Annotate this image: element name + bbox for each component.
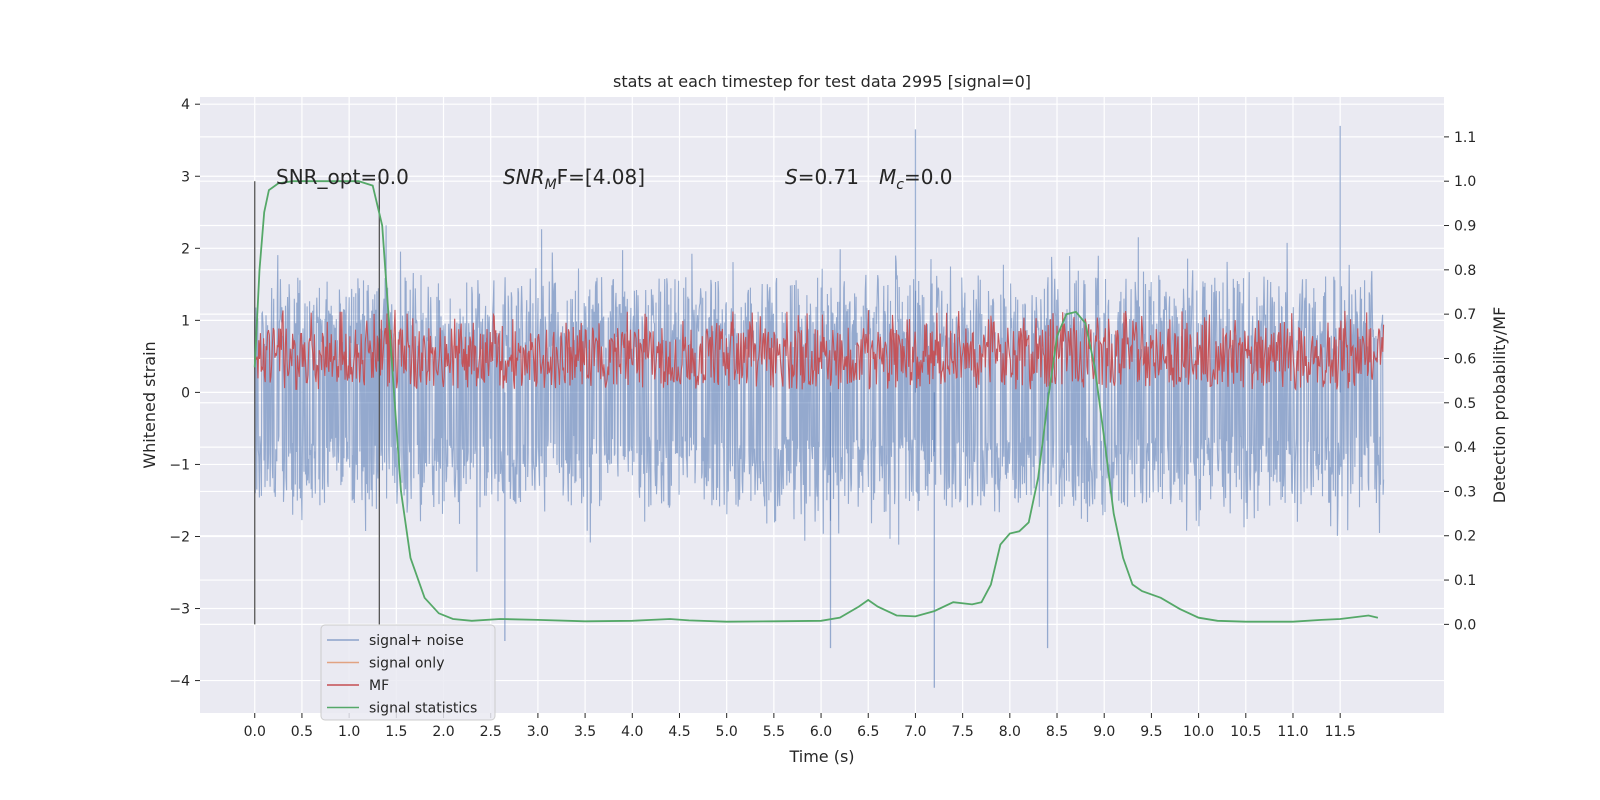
legend: signal+ noise signal only MF signal statist…	[320, 624, 496, 721]
x-tick-label: 0.5	[291, 724, 313, 740]
x-tick-label: 5.5	[763, 724, 785, 740]
legend-label: MF	[369, 678, 389, 694]
annotation-snr-mf-symbol: SNR	[503, 165, 545, 189]
x-tick-label: 2.5	[480, 724, 502, 740]
y2-tick-label: 0.5	[1454, 396, 1476, 412]
x-tick-label: 2.0	[432, 724, 454, 740]
y2-tick-label: 0.7	[1454, 307, 1476, 323]
y-tick-label: −1	[169, 457, 190, 473]
annotation-s: S=0.71	[785, 165, 859, 189]
x-tick-label: 1.5	[385, 724, 407, 740]
x-tick-label: 6.5	[857, 724, 879, 740]
y-tick-label: −4	[169, 674, 190, 690]
annotation-snr-mf: SNRMF=[4.08]	[503, 165, 645, 193]
signal-statistics-line	[253, 180, 1379, 623]
annotation-mc-subscript: c	[896, 177, 904, 193]
annotation-snr-opt: SNR_opt=0.0	[276, 165, 409, 189]
y-tick-label: 0	[181, 385, 190, 401]
legend-box	[320, 624, 496, 721]
legend-label: signal statistics	[369, 701, 477, 717]
y-axis-label: Whitened strain	[140, 341, 159, 468]
y-tick-label: −2	[169, 529, 190, 545]
y-ticks: −4 −3 −2 −1 0 1 2 3 4	[169, 97, 200, 690]
x-tick-label: 10.5	[1230, 724, 1261, 740]
x-tick-label: 11.5	[1325, 724, 1356, 740]
y2-tick-label: 0.9	[1454, 219, 1476, 235]
legend-label: signal only	[369, 656, 444, 672]
chart-title: stats at each timestep for test data 299…	[613, 72, 1031, 91]
annotation-snr-mf-value: F=[4.08]	[557, 165, 645, 189]
x-tick-label: 1.0	[338, 724, 360, 740]
x-tick-label: 3.5	[574, 724, 596, 740]
annotation-s-value: =0.71	[798, 165, 859, 189]
y-tick-label: 3	[181, 169, 190, 185]
x-tick-label: 8.5	[1046, 724, 1068, 740]
x-ticks: 0.0 0.5 1.0 1.5 2.0 2.5 3.0 3.5 4.0 4.5 5.0 5.5 6.0 6…	[244, 713, 1356, 740]
annotation-s-symbol: S	[785, 165, 798, 189]
x-tick-label: 4.5	[668, 724, 690, 740]
x-tick-label: 9.0	[1093, 724, 1115, 740]
x-tick-label: 7.0	[904, 724, 926, 740]
y2-tick-label: 0.4	[1454, 440, 1476, 456]
vertical-markers	[254, 181, 380, 625]
y2-tick-label: 1.0	[1454, 174, 1476, 190]
x-axis-label: Time (s)	[788, 747, 854, 766]
x-tick-label: 8.0	[999, 724, 1021, 740]
y2-tick-label: 0.8	[1454, 263, 1476, 279]
annotation-mc-symbol: M	[879, 165, 896, 189]
y-tick-label: −3	[169, 602, 190, 618]
annotation-mc-value: =0.0	[904, 165, 953, 189]
y-tick-label: 1	[181, 313, 190, 329]
y2-tick-label: 0.6	[1454, 351, 1476, 367]
y2-tick-label: 1.1	[1454, 130, 1476, 146]
y2-tick-label: 0.1	[1454, 573, 1476, 589]
mf-trace	[254, 309, 1385, 391]
y-tick-label: 4	[181, 97, 190, 113]
x-tick-label: 5.0	[716, 724, 738, 740]
noise-trace	[254, 225, 1385, 572]
y2-tick-label: 0.0	[1454, 617, 1476, 633]
x-tick-label: 0.0	[244, 724, 266, 740]
x-tick-label: 7.5	[952, 724, 974, 740]
annotation-snr-mf-subscript: M	[545, 177, 557, 193]
x-tick-label: 3.0	[527, 724, 549, 740]
annotation-mc: Mc=0.0	[879, 165, 953, 193]
x-tick-label: 9.5	[1140, 724, 1162, 740]
series-mf	[254, 309, 1385, 391]
x-tick-label: 10.0	[1183, 724, 1214, 740]
y-tick-label: 2	[181, 241, 190, 257]
x-tick-label: 11.0	[1277, 724, 1308, 740]
y2-ticks: 0.0 0.1 0.2 0.3 0.4 0.5 0.6 0.7 0.8 0.9 1.0 1.1	[1444, 130, 1476, 633]
legend-label: signal+ noise	[369, 633, 464, 649]
y2-tick-label: 0.2	[1454, 529, 1476, 545]
y2-tick-label: 0.3	[1454, 484, 1476, 500]
x-tick-label: 4.0	[621, 724, 643, 740]
series-signal-statistics	[253, 180, 1379, 623]
x-tick-label: 6.0	[810, 724, 832, 740]
y2-axis-label: Detection probability/MF	[1490, 307, 1509, 504]
